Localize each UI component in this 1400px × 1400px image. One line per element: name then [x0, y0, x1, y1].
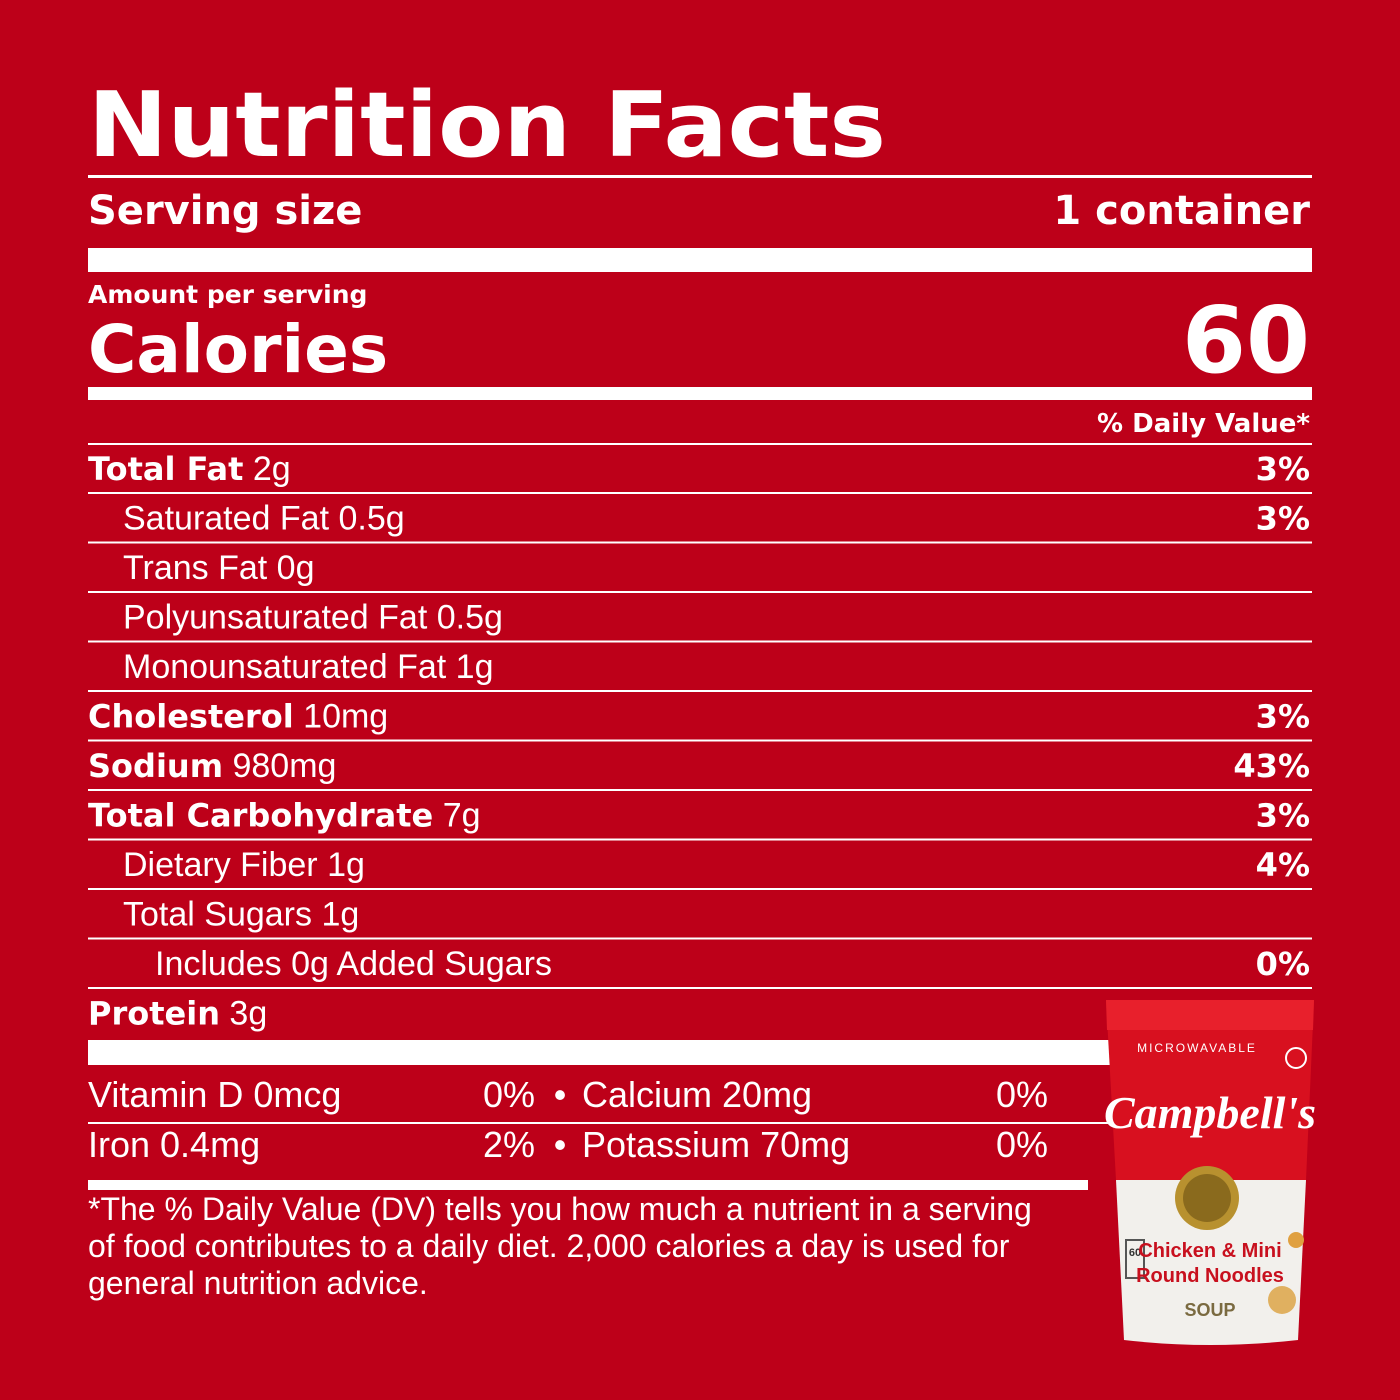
- nutrient-row: Trans Fat 0g: [123, 549, 315, 587]
- daily-value: 3%: [1256, 500, 1310, 538]
- calories-value: 60: [1182, 287, 1310, 394]
- rule: [88, 937, 1312, 940]
- nutrient-amount: 1g: [321, 896, 359, 934]
- daily-value: 43%: [1233, 747, 1310, 785]
- vitamin-dv: 0%: [996, 1124, 1048, 1165]
- nutrient-amount: 3g: [229, 995, 267, 1033]
- nutrient-name: Dietary Fiber: [123, 846, 318, 884]
- product-tag: MICROWAVABLE: [1137, 1041, 1257, 1055]
- nutrient-name: Sodium: [88, 747, 223, 785]
- vitamin-dv: 0%: [996, 1074, 1048, 1115]
- vitamin-dv: 2%: [483, 1124, 535, 1165]
- nutrient-name: Polyunsaturated Fat: [123, 599, 428, 637]
- vitamin-name: Calcium 20mg: [582, 1074, 812, 1115]
- title: Nutrition Facts: [88, 73, 886, 178]
- separator: •: [554, 1074, 567, 1115]
- nutrient-name: Protein: [88, 995, 220, 1033]
- rule: [88, 1122, 1108, 1124]
- vitamin-dv: 0%: [483, 1074, 535, 1115]
- serving-value: 1 container: [1053, 188, 1310, 234]
- rule: [88, 443, 1312, 445]
- product-badge: 60: [1129, 1247, 1141, 1259]
- daily-value: 0%: [1256, 945, 1310, 983]
- product-name: Chicken & Mini: [1138, 1240, 1281, 1262]
- nutrient-amount: 0.5g: [437, 599, 503, 637]
- rule: [88, 987, 1312, 989]
- medium-rule: [88, 387, 1312, 400]
- daily-value: 4%: [1256, 846, 1310, 884]
- vitamin-name: Iron 0.4mg: [88, 1124, 260, 1165]
- vitamin-name: Potassium 70mg: [582, 1124, 850, 1165]
- footnote-line: general nutrition advice.: [88, 1265, 428, 1301]
- nutrient-amount: 0g: [277, 549, 315, 587]
- nutrient-row: Total Fat 2g: [88, 450, 291, 488]
- nutrient-name: Total Sugars: [123, 896, 312, 934]
- daily-value: 3%: [1256, 698, 1310, 736]
- nutrient-row: Polyunsaturated Fat 0.5g: [123, 599, 503, 637]
- dv-header: % Daily Value*: [1097, 409, 1310, 439]
- nutrient-row: Includes 0g Added Sugars: [155, 945, 552, 983]
- rule: [88, 1180, 1088, 1190]
- calories-label: Calories: [88, 311, 388, 388]
- nutrient-row: Saturated Fat 0.5g: [123, 500, 405, 538]
- separator: •: [554, 1124, 567, 1165]
- footnote-line: *The % Daily Value (DV) tells you how mu…: [88, 1191, 1032, 1227]
- nutrient-amount: 1g: [456, 648, 494, 686]
- nutrient-amount: 0.5g: [338, 500, 404, 538]
- nutrient-amount: 10mg: [303, 698, 388, 736]
- nutrient-row: Monounsaturated Fat 1g: [123, 648, 493, 686]
- nutrient-row: Sodium 980mg: [88, 747, 336, 785]
- serving-label: Serving size: [88, 188, 362, 234]
- thick-rule: [88, 248, 1312, 272]
- nutrient-name: Trans Fat: [123, 549, 268, 587]
- daily-value: 3%: [1256, 797, 1310, 835]
- amount-per-serving: Amount per serving: [88, 280, 367, 309]
- nutrient-row: Protein 3g: [88, 995, 267, 1033]
- rule: [88, 690, 1312, 692]
- nutrient-name: Total Fat: [88, 450, 243, 488]
- rule: [88, 739, 1312, 742]
- nutrient-name: Saturated Fat: [123, 500, 330, 538]
- rule: [88, 492, 1312, 494]
- nutrient-row: Cholesterol 10mg: [88, 698, 388, 736]
- rule: [88, 789, 1312, 791]
- nutrient-name: Monounsaturated Fat: [123, 648, 447, 686]
- nutrient-row: Total Sugars 1g: [123, 896, 359, 934]
- nutrient-name: Cholesterol: [88, 698, 294, 736]
- nutrient-name: Total Carbohydrate: [88, 797, 433, 835]
- nutrient-amount: 1g: [327, 846, 365, 884]
- nutrient-amount: 980mg: [232, 747, 336, 785]
- product-brand: Campbell's: [1104, 1087, 1316, 1138]
- product-name: Round Noodles: [1136, 1265, 1284, 1287]
- vitamin-name: Vitamin D 0mcg: [88, 1074, 341, 1115]
- rule: [88, 838, 1312, 841]
- nutrient-row: Dietary Fiber 1g: [123, 846, 365, 884]
- nutrient-amount: 2g: [253, 450, 291, 488]
- rule: [88, 175, 1312, 178]
- nutrient-row: Total Carbohydrate 7g: [88, 797, 481, 835]
- thick-rule: [88, 1040, 1188, 1065]
- nutrient-name: Includes 0g Added Sugars: [155, 945, 552, 983]
- daily-value: 3%: [1256, 450, 1310, 488]
- product-kind: SOUP: [1184, 1300, 1235, 1320]
- footnote-line: of food contributes to a daily diet. 2,0…: [88, 1228, 1010, 1264]
- rule: [88, 640, 1312, 643]
- nutrient-amount: 7g: [443, 797, 481, 835]
- rule: [88, 888, 1312, 890]
- rule: [88, 541, 1312, 544]
- rule: [88, 591, 1312, 593]
